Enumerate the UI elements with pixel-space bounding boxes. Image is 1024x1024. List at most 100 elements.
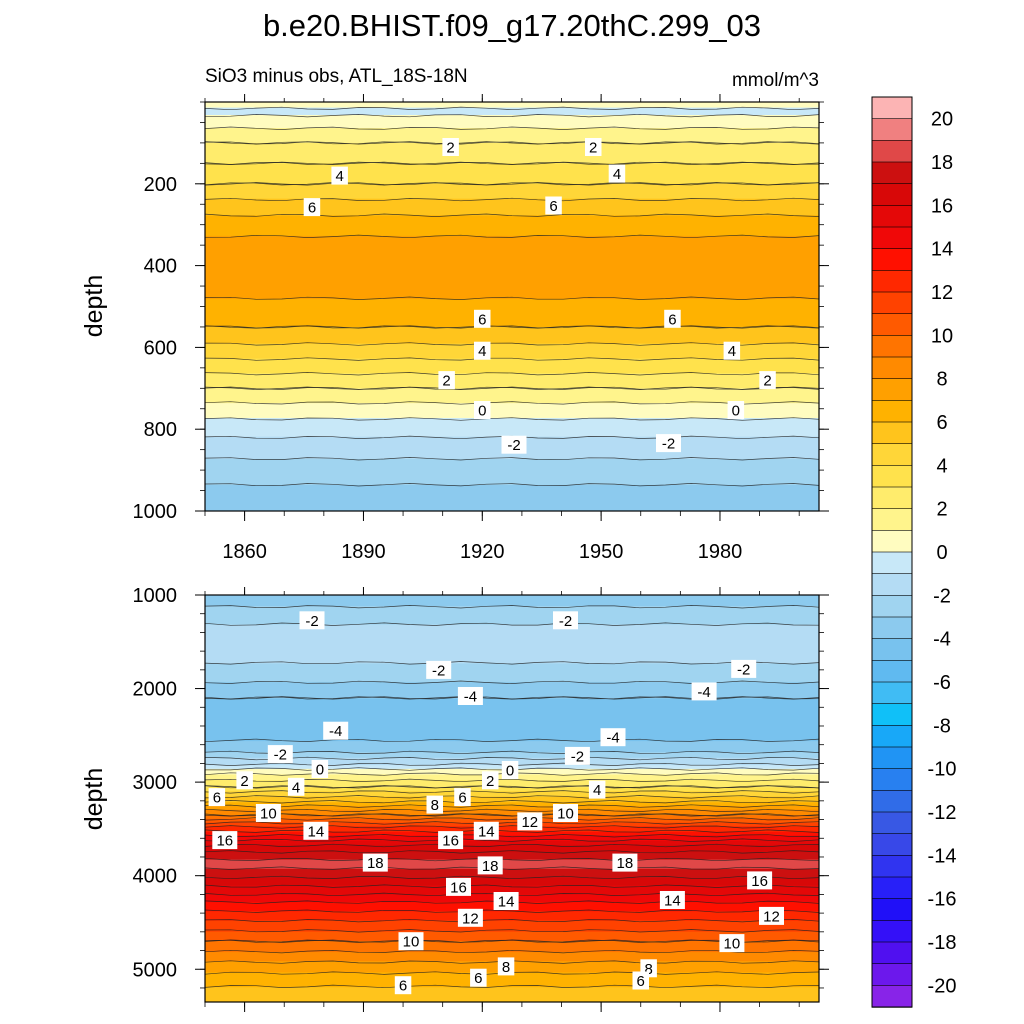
- lower-band: [205, 670, 819, 674]
- upper-contour-line: [205, 401, 819, 405]
- lower-band: [205, 717, 819, 720]
- upper-y-tick-label: 1000: [133, 501, 178, 523]
- colorbar-tick-label: 8: [936, 369, 947, 391]
- upper-band: [205, 458, 819, 462]
- lower-contour-label: -4: [697, 684, 710, 701]
- lower-band: [205, 998, 819, 1001]
- upper-band: [205, 245, 819, 248]
- lower-band: [205, 920, 819, 924]
- colorbar-tick-label: 0: [936, 542, 947, 564]
- lower-contour-label: 16: [751, 873, 768, 890]
- lower-band: [205, 606, 819, 609]
- upper-band: [205, 128, 819, 131]
- lower-band: [205, 787, 819, 790]
- lower-contour-label: 18: [367, 855, 384, 872]
- lower-band: [205, 626, 819, 629]
- lower-band: [205, 883, 819, 887]
- upper-band: [205, 418, 819, 421]
- lower-y-tick-label: 3000: [133, 772, 178, 794]
- lower-band: [205, 857, 819, 861]
- upper-band: [205, 284, 819, 287]
- colorbar-tick-label: 4: [936, 455, 947, 477]
- lower-band: [205, 889, 819, 892]
- upper-band: [205, 289, 819, 293]
- upper-band: [205, 185, 819, 189]
- upper-band: [205, 302, 819, 306]
- upper-panel-ylabel: depth: [80, 275, 108, 338]
- lower-contour-line: [205, 661, 819, 665]
- lower-band: [205, 811, 819, 814]
- lower-contour-label: 10: [260, 806, 277, 823]
- lower-band: [205, 643, 819, 646]
- lower-band: [205, 689, 819, 692]
- figure-title: b.e20.BHIST.f09_g17.20thC.299_03: [263, 8, 761, 43]
- lower-contour-label-box: [473, 821, 499, 840]
- lower-band: [205, 879, 819, 883]
- lower-contour-line: [205, 857, 819, 862]
- upper-band: [205, 377, 819, 380]
- lower-band: [205, 915, 819, 918]
- upper-panel-contour-labels: 2 24 46 66 64 42 20 0-2 -2: [303, 138, 776, 454]
- lower-y-tick-label: 1000: [133, 585, 178, 607]
- upper-band: [205, 334, 819, 337]
- lower-contour-label-box: [719, 934, 745, 953]
- lower-band: [205, 983, 819, 986]
- colorbar-swatch: [871, 356, 913, 380]
- lower-band: [205, 674, 819, 677]
- upper-band: [205, 295, 819, 298]
- lower-contour-label-box: [691, 682, 717, 701]
- lower-band: [205, 955, 819, 959]
- upper-band: [205, 297, 819, 300]
- upper-band: [205, 286, 819, 289]
- lower-contour-label-box: [588, 780, 606, 799]
- lower-band: [205, 931, 819, 935]
- upper-band: [205, 232, 819, 235]
- upper-band: [205, 369, 819, 373]
- lower-band: [205, 942, 819, 946]
- upper-band: [205, 172, 819, 176]
- upper-band: [205, 273, 819, 276]
- lower-contour-label: 0: [316, 762, 324, 779]
- lower-band: [205, 855, 819, 859]
- upper-band: [205, 475, 819, 479]
- lower-band: [205, 987, 819, 990]
- upper-band: [205, 139, 819, 142]
- lower-contour-label-box: [659, 891, 685, 909]
- upper-band: [205, 126, 819, 129]
- upper-band: [205, 319, 819, 322]
- colorbar-swatch: [871, 530, 913, 553]
- lower-contour-label-box: [517, 812, 543, 831]
- lower-band: [205, 678, 819, 681]
- upper-y-tick-label: 800: [144, 419, 177, 441]
- upper-band: [205, 379, 819, 382]
- upper-band: [205, 174, 819, 177]
- lower-band: [205, 607, 819, 611]
- colorbar-swatch: [871, 183, 913, 207]
- lower-band: [205, 946, 819, 949]
- lower-contour-label: 14: [308, 823, 325, 840]
- lower-band: [205, 741, 819, 744]
- lower-band: [205, 676, 819, 679]
- lower-band: [205, 731, 819, 735]
- lower-contour-label: -2: [571, 748, 584, 765]
- upper-contour-label-box: [474, 401, 491, 419]
- lower-contour-label: 4: [292, 779, 300, 796]
- lower-contour-label-box: [759, 906, 784, 925]
- upper-band: [205, 109, 819, 112]
- lower-contour-label-box: [457, 908, 483, 927]
- lower-band: [205, 922, 819, 925]
- upper-band: [205, 129, 819, 133]
- lower-contour-label-box: [497, 957, 515, 976]
- colorbar-swatch: [871, 161, 913, 185]
- upper-band: [205, 429, 819, 432]
- lower-band: [205, 746, 819, 750]
- upper-band: [205, 293, 819, 296]
- upper-contour-line: [205, 386, 819, 390]
- lower-contour-label-box: [470, 968, 487, 987]
- lower-band: [205, 852, 819, 855]
- lower-contour-label: 2: [240, 773, 248, 790]
- upper-band: [205, 258, 819, 261]
- colorbar-tick-label: 14: [931, 239, 953, 261]
- lower-band: [205, 926, 819, 929]
